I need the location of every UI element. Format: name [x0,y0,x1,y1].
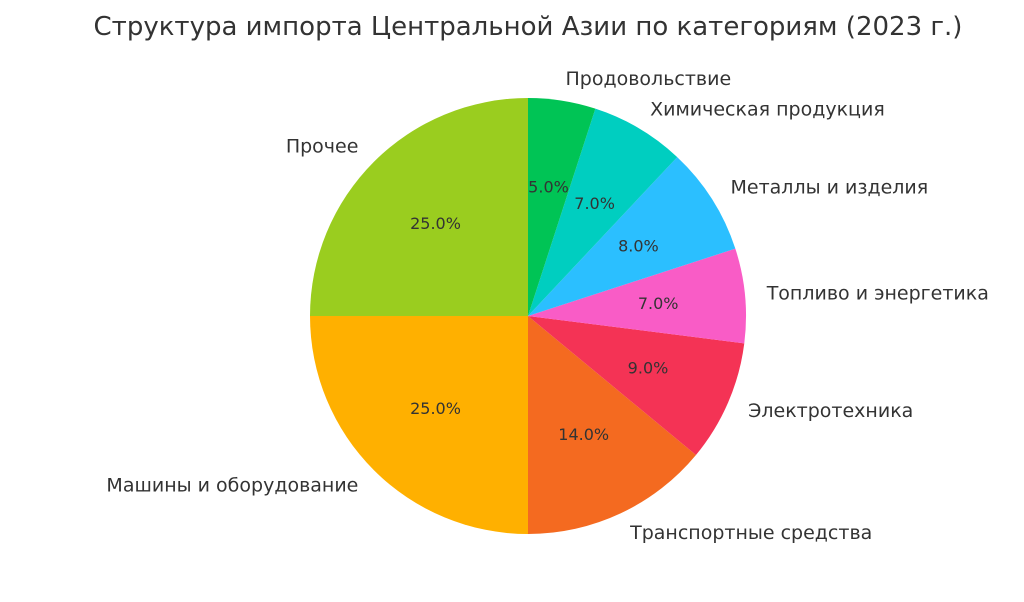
pie-slice [310,316,528,534]
pie-slice [310,98,528,316]
slice-percent-label: 7.0% [574,194,615,213]
slice-category-label: Прочее [286,135,359,157]
slice-percent-label: 25.0% [410,399,461,418]
pie-percent-labels: 25.0% 25.0% 14.0% 9.0% 7.0% 8.0% 7.0% 5.0% [410,177,678,444]
pie-slice [528,316,745,455]
slice-category-label: Химическая продукция [650,99,885,121]
pie-category-labels: Прочее Машины и оборудование Транспортные … [106,68,988,544]
slice-percent-label: 8.0% [618,236,659,255]
pie-slices [310,98,746,534]
slice-category-label: Электротехника [748,400,913,422]
pie-slice [528,157,736,316]
slice-category-label: Машины и оборудование [106,475,358,497]
slice-percent-label: 14.0% [558,425,609,444]
slice-category-label: Топливо и энергетика [766,282,989,304]
pie-slice [528,316,696,534]
pie-slice [528,108,678,316]
pie-slice [528,248,746,344]
slice-percent-label: 9.0% [628,358,669,377]
slice-category-label: Металлы и изделия [731,177,929,199]
pie-slice [528,98,596,316]
slice-percent-label: 25.0% [410,214,461,233]
slice-category-label: Продовольствие [566,68,732,90]
chart-title: Структура импорта Центральной Азии по ка… [94,12,963,42]
slice-percent-label: 7.0% [638,294,679,313]
slice-percent-label: 5.0% [528,177,569,196]
slice-category-label: Транспортные средства [629,522,872,544]
